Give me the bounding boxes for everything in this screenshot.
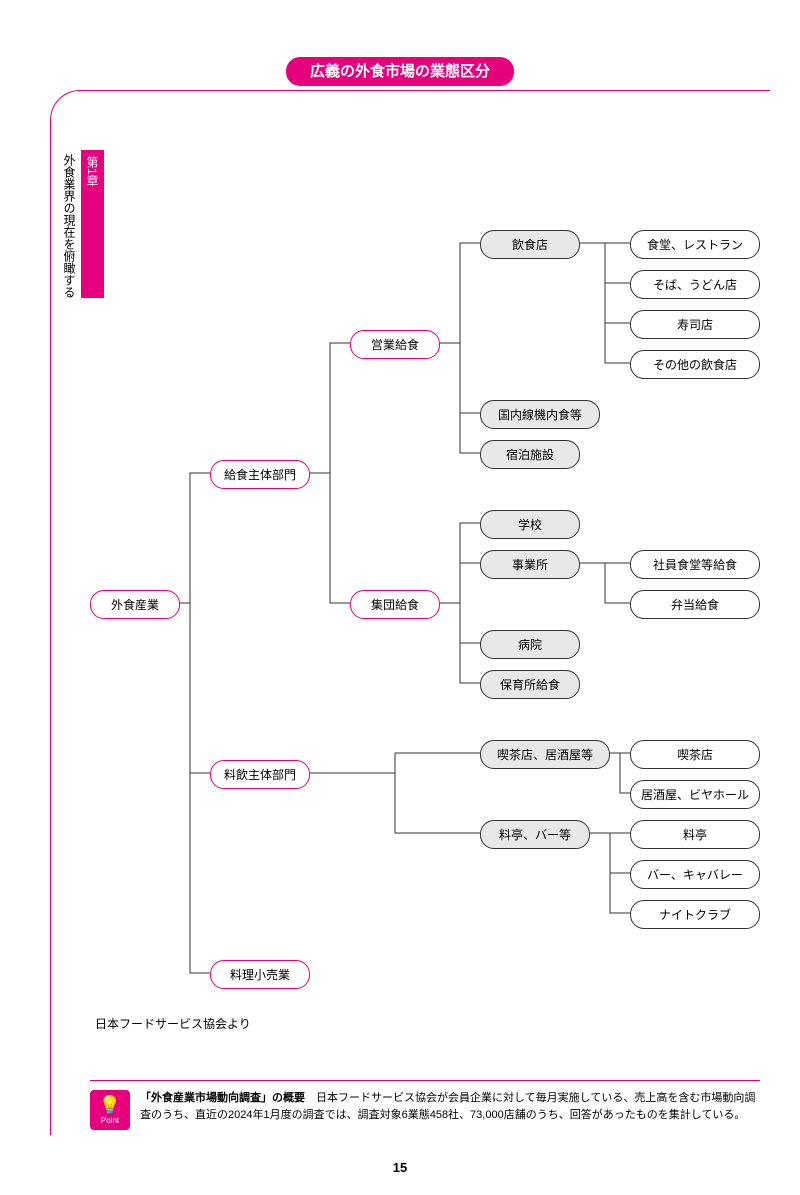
title-pill: 広義の外食市場の業態区分 — [286, 57, 514, 86]
node-l2b: 料飲主体部門 — [210, 760, 310, 789]
point-divider — [90, 1080, 760, 1081]
tree-diagram: 外食産業 給食主体部門料飲主体部門料理小売業 営業給食集団給食 飲食店国内線機内食等宿… — [90, 200, 770, 1000]
node-l3a: 営業給食 — [350, 330, 440, 359]
node-l5k: ナイトクラブ — [630, 900, 760, 929]
node-l2c: 料理小売業 — [210, 960, 310, 989]
section-label: 外食業界の現在を俯瞰する — [58, 150, 81, 302]
node-root: 外食産業 — [90, 590, 180, 619]
point-box: 💡 Point 「外食産業市場動向調査」の概要 日本フードサービス協会が会員企業… — [90, 1090, 760, 1130]
node-l5b: そば、うどん店 — [630, 270, 760, 299]
page-number: 15 — [0, 1160, 800, 1175]
node-l5d: その他の飲食店 — [630, 350, 760, 379]
node-l5f: 弁当給食 — [630, 590, 760, 619]
node-l2a: 給食主体部門 — [210, 460, 310, 489]
node-l5a: 食堂、レストラン — [630, 230, 760, 259]
source-text: 日本フードサービス協会より — [95, 1015, 251, 1032]
page-title: 広義の外食市場の業態区分 — [0, 60, 800, 81]
node-l5i: 料亭 — [630, 820, 760, 849]
point-text: 「外食産業市場動向調査」の概要 日本フードサービス協会が会員企業に対して毎月実施… — [140, 1090, 760, 1130]
node-l5e: 社員食堂等給食 — [630, 550, 760, 579]
node-l4e: 事業所 — [480, 550, 580, 579]
node-l4h: 喫茶店、居酒屋等 — [480, 740, 610, 769]
node-l3b: 集団給食 — [350, 590, 440, 619]
node-l4g: 保育所給食 — [480, 670, 580, 699]
node-l4i: 料亭、バー等 — [480, 820, 590, 849]
node-l4a: 飲食店 — [480, 230, 580, 259]
node-l5c: 寿司店 — [630, 310, 760, 339]
node-l5j: バー、キャバレー — [630, 860, 760, 889]
node-l4c: 宿泊施設 — [480, 440, 580, 469]
node-l4d: 学校 — [480, 510, 580, 539]
node-l5h: 居酒屋、ビヤホール — [630, 780, 760, 809]
lightbulb-icon: 💡 Point — [90, 1090, 130, 1130]
node-l4f: 病院 — [480, 630, 580, 659]
node-l5g: 喫茶店 — [630, 740, 760, 769]
node-l4b: 国内線機内食等 — [480, 400, 600, 429]
